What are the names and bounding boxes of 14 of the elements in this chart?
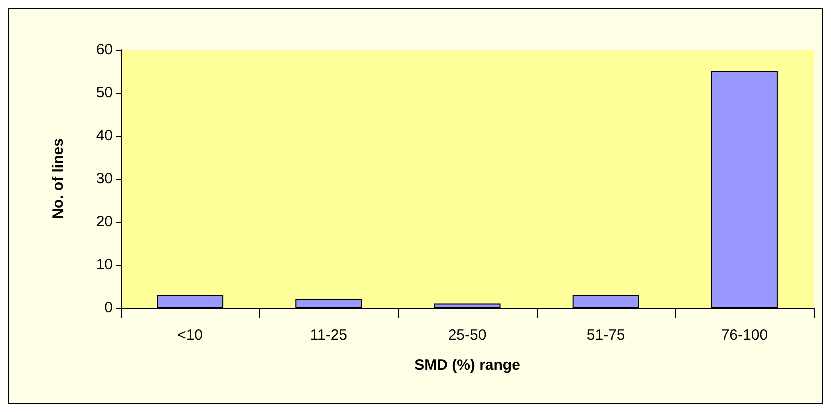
y-tick-label: 40 <box>96 128 113 144</box>
x-tick-label: 76-100 <box>721 327 768 344</box>
y-tick-label: 30 <box>96 170 113 188</box>
x-tick-label: <10 <box>178 327 204 344</box>
y-tick-label: 10 <box>96 256 113 274</box>
y-tick-label: 0 <box>104 300 113 316</box>
y-tick-label: 60 <box>96 42 113 58</box>
x-tick-label: 11-25 <box>310 327 348 344</box>
y-tick-label: 50 <box>96 84 113 102</box>
x-tick-label: 25-50 <box>448 327 487 344</box>
y-axis-title: No. of lines <box>50 138 67 220</box>
y-tick-label: 20 <box>96 214 113 230</box>
x-axis-title: SMD (%) range <box>414 357 520 374</box>
x-tick-label: 51-75 <box>586 327 626 344</box>
